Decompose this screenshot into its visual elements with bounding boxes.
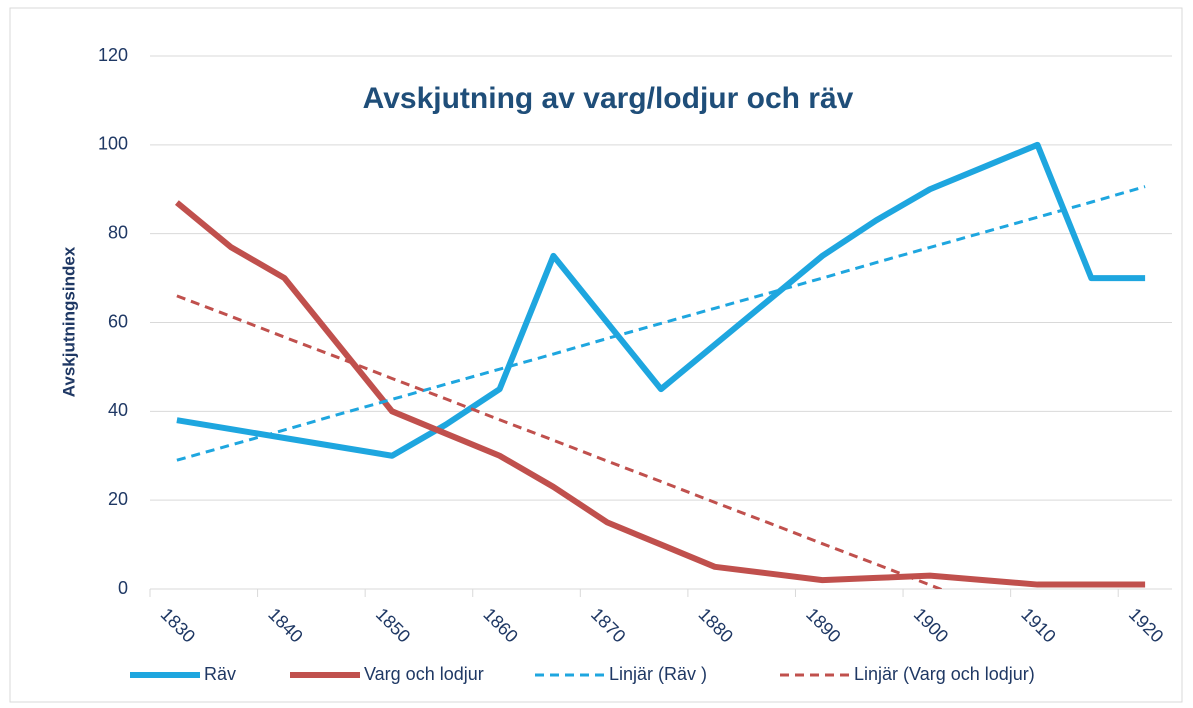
y-tick-label: 60 bbox=[108, 311, 128, 331]
series-line bbox=[174, 200, 1146, 588]
plot bbox=[174, 141, 1146, 589]
legend-label: Räv bbox=[204, 664, 236, 684]
chart-title: Avskjutning av varg/lodjur och räv bbox=[363, 82, 854, 115]
y-tick-label: 20 bbox=[108, 489, 128, 509]
y-axis-label: Avskjutningsindex bbox=[59, 246, 78, 397]
y-tick-label: 120 bbox=[98, 45, 128, 65]
chart-frame bbox=[9, 7, 1183, 703]
legend-label: Linjär (Varg och lodjur) bbox=[854, 664, 1035, 684]
y-tick-label: 40 bbox=[108, 400, 128, 420]
y-tick-label: 0 bbox=[118, 578, 128, 598]
legend-label: Linjär (Räv ) bbox=[609, 664, 707, 684]
series-line bbox=[176, 141, 1146, 459]
trend-line bbox=[176, 294, 945, 589]
trend-line bbox=[176, 185, 1146, 462]
y-tick-label: 100 bbox=[98, 134, 128, 154]
legend-label: Varg och lodjur bbox=[364, 664, 484, 684]
y-tick-label: 80 bbox=[108, 222, 128, 242]
